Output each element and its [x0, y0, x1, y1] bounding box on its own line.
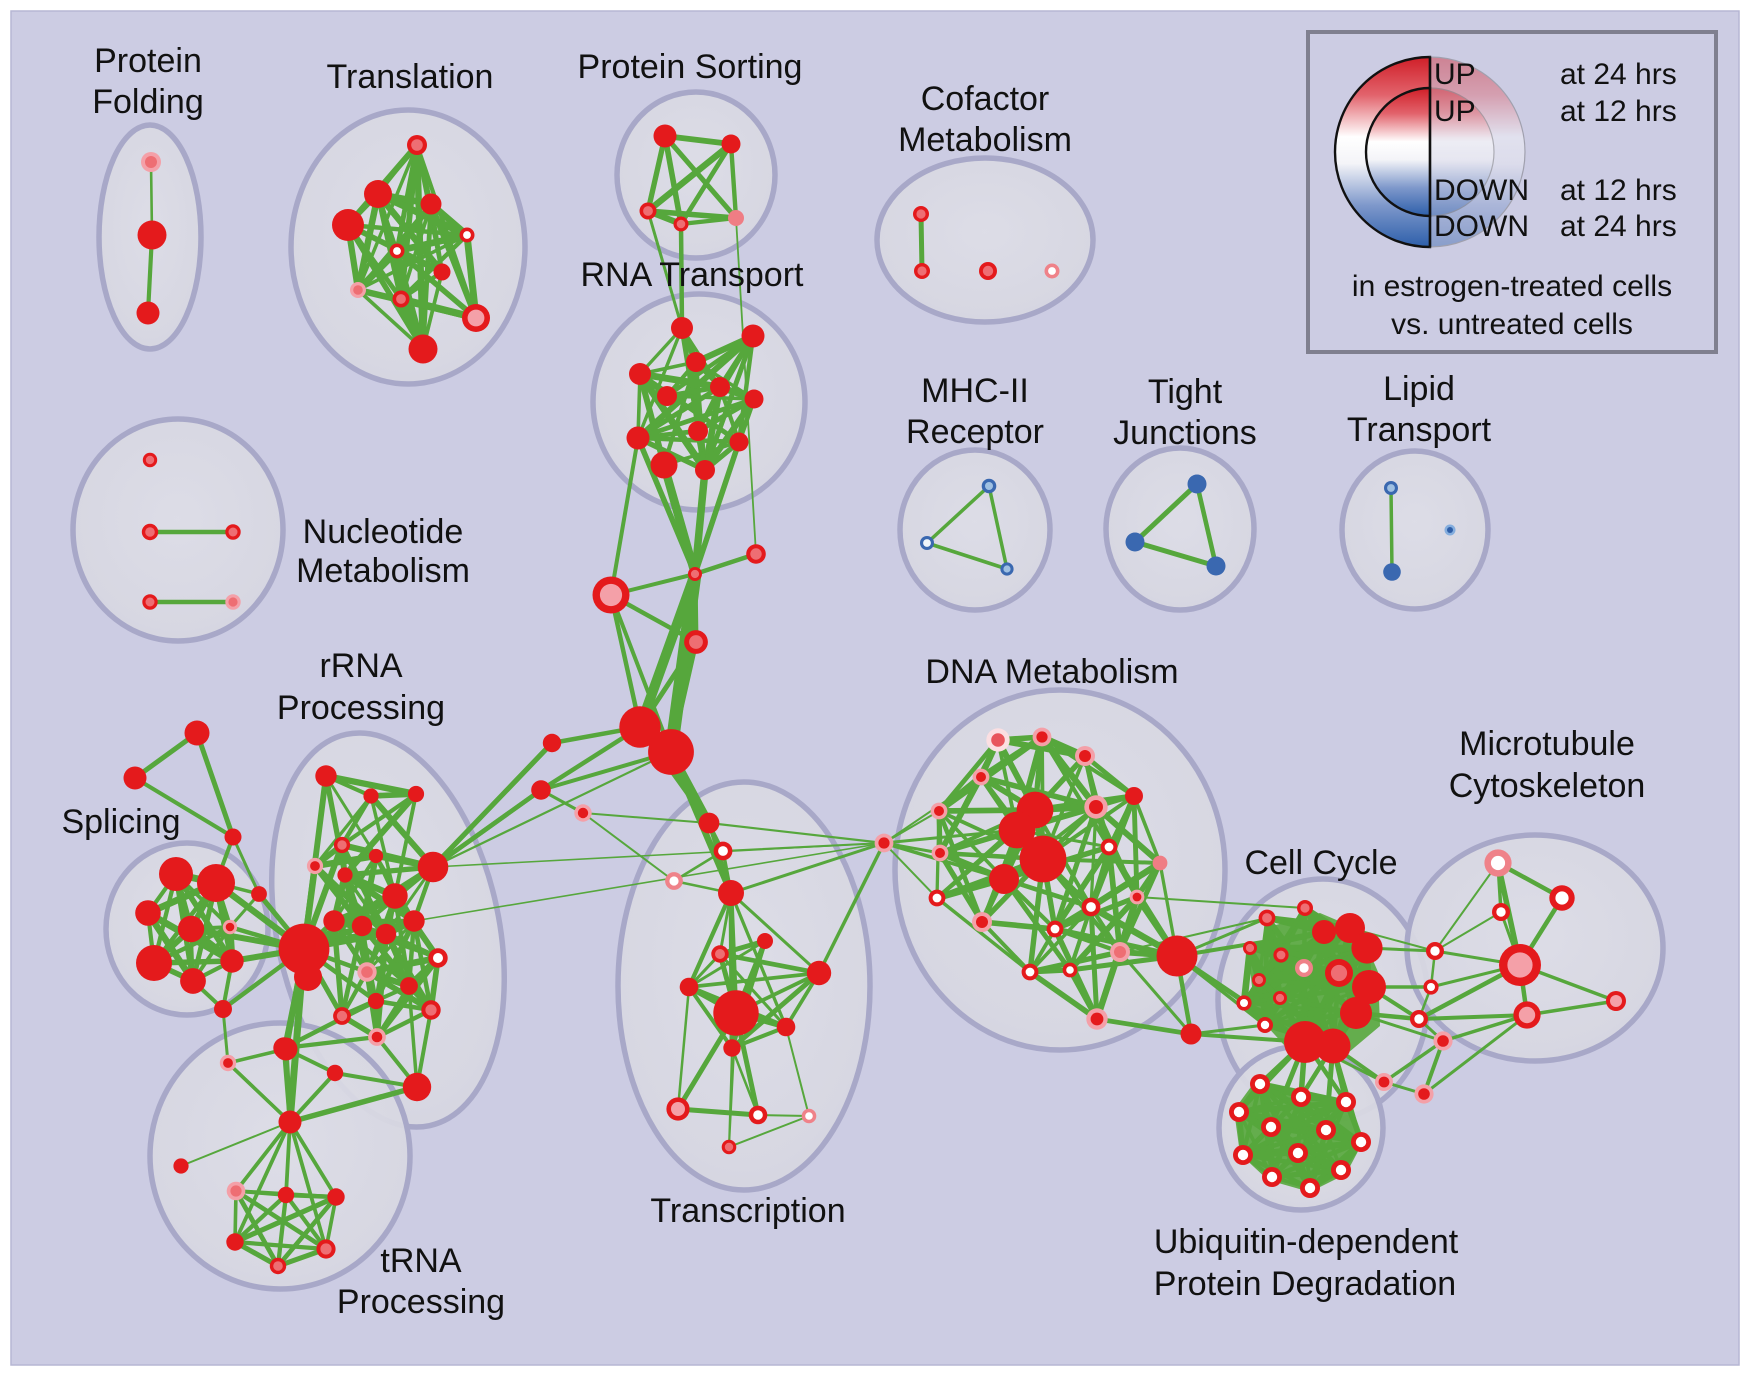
svg-text:UP: UP	[1434, 58, 1476, 91]
svg-text:Transport: Transport	[1347, 411, 1492, 449]
svg-text:Protein: Protein	[94, 42, 202, 80]
svg-text:Cofactor: Cofactor	[921, 80, 1050, 118]
svg-text:Tight: Tight	[1148, 373, 1223, 411]
svg-text:vs. untreated cells: vs. untreated cells	[1391, 308, 1633, 341]
svg-text:tRNA: tRNA	[380, 1242, 462, 1280]
svg-text:in estrogen-treated cells: in estrogen-treated cells	[1352, 270, 1672, 303]
svg-text:DOWN: DOWN	[1434, 210, 1529, 243]
svg-text:Microtubule: Microtubule	[1459, 725, 1635, 763]
svg-text:Cell Cycle: Cell Cycle	[1244, 844, 1397, 882]
svg-text:Lipid: Lipid	[1383, 370, 1455, 408]
svg-text:Splicing: Splicing	[61, 803, 180, 841]
svg-text:at 24 hrs: at 24 hrs	[1560, 58, 1677, 91]
svg-text:Receptor: Receptor	[906, 413, 1044, 451]
svg-text:RNA Transport: RNA Transport	[581, 256, 805, 294]
svg-text:Translation: Translation	[327, 58, 494, 96]
svg-text:Metabolism: Metabolism	[296, 552, 470, 590]
svg-text:at 12 hrs: at 12 hrs	[1560, 95, 1677, 128]
svg-text:MHC-II: MHC-II	[921, 372, 1029, 410]
svg-text:Processing: Processing	[337, 1283, 505, 1321]
svg-text:Junctions: Junctions	[1113, 414, 1257, 452]
svg-text:Transcription: Transcription	[650, 1192, 845, 1230]
svg-text:Cytoskeleton: Cytoskeleton	[1449, 767, 1646, 805]
svg-text:at 12 hrs: at 12 hrs	[1560, 174, 1677, 207]
svg-text:Protein Sorting: Protein Sorting	[578, 48, 803, 86]
svg-text:Ubiquitin-dependent: Ubiquitin-dependent	[1154, 1223, 1459, 1261]
svg-text:Protein Degradation: Protein Degradation	[1154, 1265, 1456, 1303]
svg-text:Folding: Folding	[92, 83, 204, 121]
svg-text:at 24 hrs: at 24 hrs	[1560, 210, 1677, 243]
svg-text:UP: UP	[1434, 95, 1476, 128]
svg-text:Metabolism: Metabolism	[898, 121, 1072, 159]
svg-text:DNA Metabolism: DNA Metabolism	[925, 653, 1178, 691]
svg-text:DOWN: DOWN	[1434, 174, 1529, 207]
svg-text:Processing: Processing	[277, 689, 445, 727]
svg-text:Nucleotide: Nucleotide	[303, 513, 464, 551]
svg-text:rRNA: rRNA	[319, 647, 402, 685]
